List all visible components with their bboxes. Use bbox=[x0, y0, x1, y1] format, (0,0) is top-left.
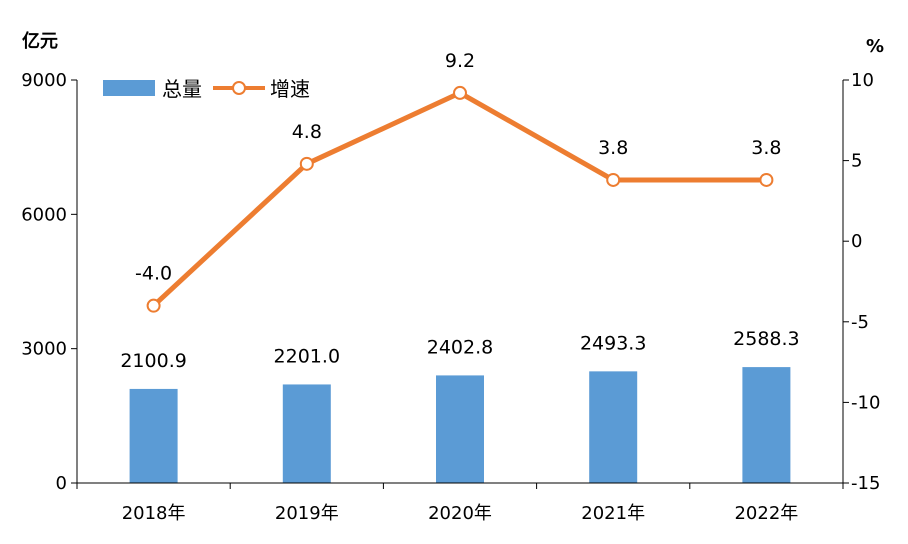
y-left-tick-label: 3000 bbox=[21, 339, 67, 360]
y-right-tick-label: -10 bbox=[851, 392, 880, 413]
bar bbox=[742, 367, 791, 483]
x-axis: 2018年 2019年 2020年 2021年 2022年 bbox=[76, 483, 844, 524]
y-right-axis: -15 -10 -5 0 5 10 bbox=[843, 70, 880, 494]
line-data-labels: -4.0 4.8 9.2 3.8 3.8 bbox=[135, 50, 781, 285]
y-right-tick-label: -5 bbox=[851, 312, 869, 333]
line-point bbox=[606, 172, 621, 187]
legend-bar-swatch bbox=[103, 80, 155, 96]
bar-data-label: 2402.8 bbox=[427, 336, 493, 358]
line-point bbox=[299, 156, 314, 171]
line-point bbox=[759, 172, 774, 187]
line-point bbox=[146, 298, 161, 313]
line-series bbox=[146, 85, 774, 313]
y-left-tick-label: 9000 bbox=[21, 70, 67, 91]
y-right-tick-label: 10 bbox=[851, 70, 874, 91]
y-right-tick-label: -15 bbox=[851, 473, 880, 494]
x-tick-label: 2022年 bbox=[734, 503, 798, 524]
legend-label-total: 总量 bbox=[162, 77, 202, 101]
axis-lines bbox=[76, 80, 844, 484]
line-data-label: 9.2 bbox=[445, 50, 475, 72]
x-tick-label: 2020年 bbox=[428, 503, 492, 524]
legend-line-marker bbox=[232, 81, 246, 95]
y-left-tick-label: 6000 bbox=[21, 204, 67, 225]
line-data-label: 4.8 bbox=[292, 121, 322, 143]
bar-data-label: 2588.3 bbox=[733, 328, 799, 350]
y-left-tick-label: 0 bbox=[56, 473, 67, 494]
legend: 总量 增速 bbox=[103, 77, 310, 101]
y-left-unit: 亿元 bbox=[22, 30, 58, 52]
legend-label-growth: 增速 bbox=[270, 77, 310, 101]
y-right-tick-label: 5 bbox=[851, 151, 862, 172]
line-data-label: 3.8 bbox=[751, 137, 781, 159]
line-data-label: -4.0 bbox=[135, 263, 172, 285]
bar-series bbox=[129, 367, 791, 483]
line-point bbox=[453, 85, 467, 100]
y-right-tick-label: 0 bbox=[851, 231, 862, 252]
bar bbox=[589, 371, 638, 483]
y-right-unit: % bbox=[866, 36, 884, 57]
bar bbox=[129, 388, 178, 483]
bar-data-label: 2493.3 bbox=[580, 332, 646, 354]
bar-data-labels: 2100.9 2201.0 2402.8 2493.3 2588.3 bbox=[120, 328, 799, 372]
bar bbox=[436, 375, 484, 483]
x-tick-label: 2019年 bbox=[275, 503, 339, 524]
y-left-axis: 0 3000 6000 9000 bbox=[21, 70, 77, 494]
bar bbox=[282, 384, 331, 483]
x-tick-label: 2018年 bbox=[122, 503, 186, 524]
bar-data-label: 2201.0 bbox=[274, 345, 340, 367]
line-data-label: 3.8 bbox=[598, 137, 628, 159]
growth-line bbox=[151, 90, 767, 308]
x-tick-label: 2021年 bbox=[581, 503, 645, 524]
bar-data-label: 2100.9 bbox=[120, 350, 186, 372]
